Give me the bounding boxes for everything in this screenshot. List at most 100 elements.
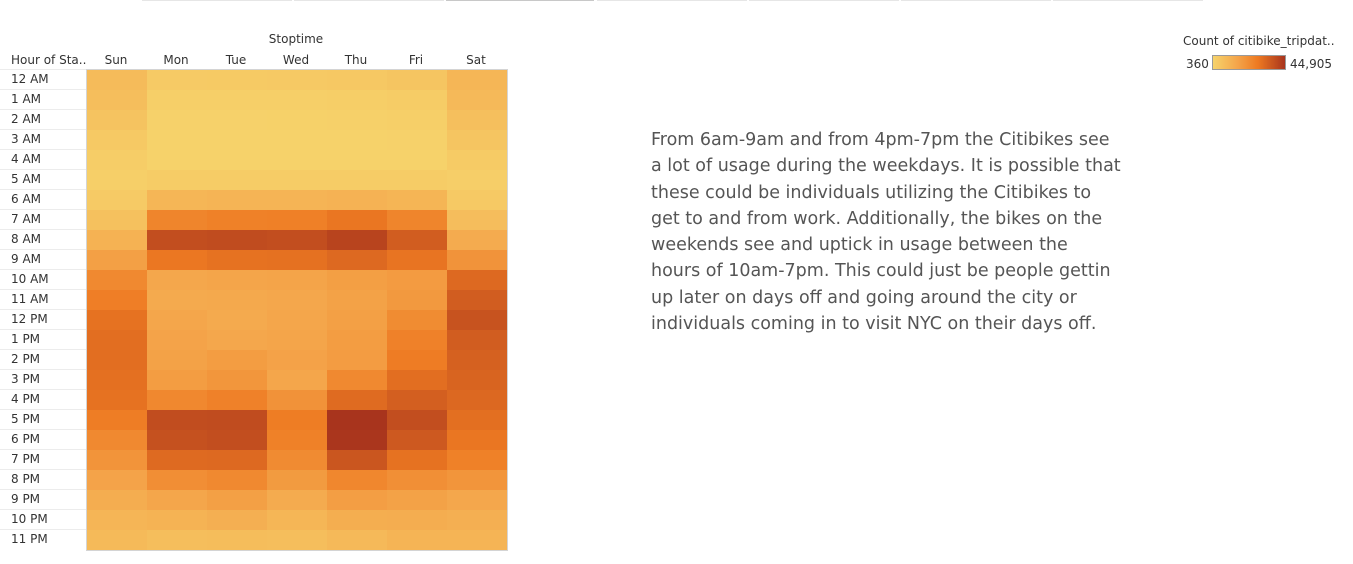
- heatmap-cell[interactable]: [87, 390, 147, 410]
- heatmap-cell[interactable]: [387, 370, 447, 390]
- tab-indicator[interactable]: [1053, 0, 1203, 1]
- heatmap-cell[interactable]: [267, 150, 327, 170]
- row-label[interactable]: 6 PM: [0, 429, 86, 449]
- heatmap-cell[interactable]: [387, 270, 447, 290]
- heatmap-cell[interactable]: [387, 490, 447, 510]
- heatmap-cell[interactable]: [87, 330, 147, 350]
- heatmap-cell[interactable]: [447, 70, 507, 90]
- heatmap-cell[interactable]: [447, 290, 507, 310]
- heatmap-cell[interactable]: [267, 430, 327, 450]
- row-label[interactable]: 10 AM: [0, 269, 86, 289]
- heatmap-cell[interactable]: [267, 490, 327, 510]
- heatmap-cell[interactable]: [447, 270, 507, 290]
- heatmap-cell[interactable]: [327, 390, 387, 410]
- tab-indicator[interactable]: [749, 0, 899, 1]
- tab-indicator[interactable]: [446, 0, 594, 1]
- heatmap-cell[interactable]: [267, 530, 327, 550]
- heatmap-cell[interactable]: [387, 470, 447, 490]
- heatmap-cell[interactable]: [447, 390, 507, 410]
- heatmap-cell[interactable]: [447, 330, 507, 350]
- column-header-wed[interactable]: Wed: [282, 53, 310, 67]
- heatmap-cell[interactable]: [327, 310, 387, 330]
- heatmap-cell[interactable]: [207, 490, 267, 510]
- heatmap-cell[interactable]: [87, 250, 147, 270]
- heatmap-cell[interactable]: [387, 410, 447, 430]
- heatmap-cell[interactable]: [147, 110, 207, 130]
- heatmap-cell[interactable]: [327, 170, 387, 190]
- heatmap-cell[interactable]: [267, 310, 327, 330]
- heatmap-cell[interactable]: [387, 130, 447, 150]
- row-label[interactable]: 9 AM: [0, 249, 86, 269]
- heatmap-grid[interactable]: [86, 69, 508, 551]
- heatmap-cell[interactable]: [147, 470, 207, 490]
- heatmap-cell[interactable]: [387, 350, 447, 370]
- heatmap-cell[interactable]: [207, 410, 267, 430]
- heatmap-cell[interactable]: [147, 510, 207, 530]
- heatmap-cell[interactable]: [447, 470, 507, 490]
- heatmap-cell[interactable]: [447, 170, 507, 190]
- heatmap-cell[interactable]: [87, 450, 147, 470]
- heatmap-cell[interactable]: [147, 70, 207, 90]
- heatmap-cell[interactable]: [327, 210, 387, 230]
- heatmap-cell[interactable]: [387, 430, 447, 450]
- heatmap-cell[interactable]: [327, 70, 387, 90]
- heatmap-cell[interactable]: [87, 90, 147, 110]
- tab-indicator[interactable]: [294, 0, 444, 1]
- heatmap-cell[interactable]: [207, 270, 267, 290]
- column-header-mon[interactable]: Mon: [163, 53, 189, 67]
- heatmap-cell[interactable]: [387, 310, 447, 330]
- heatmap-cell[interactable]: [147, 230, 207, 250]
- heatmap-cell[interactable]: [327, 510, 387, 530]
- heatmap-cell[interactable]: [447, 490, 507, 510]
- heatmap-cell[interactable]: [267, 210, 327, 230]
- column-header-fri[interactable]: Fri: [408, 53, 424, 67]
- heatmap-cell[interactable]: [327, 110, 387, 130]
- heatmap-cell[interactable]: [327, 430, 387, 450]
- heatmap-cell[interactable]: [207, 210, 267, 230]
- row-label[interactable]: 1 AM: [0, 89, 86, 109]
- heatmap-cell[interactable]: [327, 270, 387, 290]
- tab-indicator[interactable]: [597, 0, 747, 1]
- heatmap-cell[interactable]: [447, 190, 507, 210]
- heatmap-cell[interactable]: [387, 110, 447, 130]
- heatmap-cell[interactable]: [327, 450, 387, 470]
- heatmap-cell[interactable]: [207, 250, 267, 270]
- heatmap-cell[interactable]: [207, 350, 267, 370]
- row-header-title[interactable]: Hour of Sta..: [11, 53, 87, 67]
- heatmap-cell[interactable]: [267, 90, 327, 110]
- heatmap-cell[interactable]: [87, 290, 147, 310]
- row-label[interactable]: 2 PM: [0, 349, 86, 369]
- heatmap-cell[interactable]: [387, 290, 447, 310]
- row-label[interactable]: 9 PM: [0, 489, 86, 509]
- heatmap-cell[interactable]: [267, 70, 327, 90]
- heatmap-cell[interactable]: [267, 190, 327, 210]
- heatmap-cell[interactable]: [147, 350, 207, 370]
- heatmap-cell[interactable]: [207, 230, 267, 250]
- heatmap-cell[interactable]: [147, 490, 207, 510]
- row-label[interactable]: 4 AM: [0, 149, 86, 169]
- heatmap-cell[interactable]: [147, 130, 207, 150]
- heatmap-cell[interactable]: [87, 210, 147, 230]
- heatmap-cell[interactable]: [147, 170, 207, 190]
- heatmap-cell[interactable]: [327, 130, 387, 150]
- heatmap-cell[interactable]: [207, 90, 267, 110]
- heatmap-cell[interactable]: [87, 410, 147, 430]
- heatmap-cell[interactable]: [87, 190, 147, 210]
- heatmap-cell[interactable]: [147, 410, 207, 430]
- heatmap-cell[interactable]: [327, 490, 387, 510]
- row-label[interactable]: 4 PM: [0, 389, 86, 409]
- heatmap-cell[interactable]: [327, 330, 387, 350]
- heatmap-cell[interactable]: [147, 430, 207, 450]
- heatmap-cell[interactable]: [87, 170, 147, 190]
- heatmap-cell[interactable]: [147, 270, 207, 290]
- heatmap-cell[interactable]: [267, 510, 327, 530]
- heatmap-cell[interactable]: [207, 290, 267, 310]
- heatmap-cell[interactable]: [207, 510, 267, 530]
- heatmap-cell[interactable]: [147, 190, 207, 210]
- heatmap-cell[interactable]: [447, 430, 507, 450]
- heatmap-cell[interactable]: [267, 230, 327, 250]
- heatmap-cell[interactable]: [87, 130, 147, 150]
- heatmap-cell[interactable]: [87, 70, 147, 90]
- heatmap-cell[interactable]: [207, 170, 267, 190]
- heatmap-cell[interactable]: [447, 90, 507, 110]
